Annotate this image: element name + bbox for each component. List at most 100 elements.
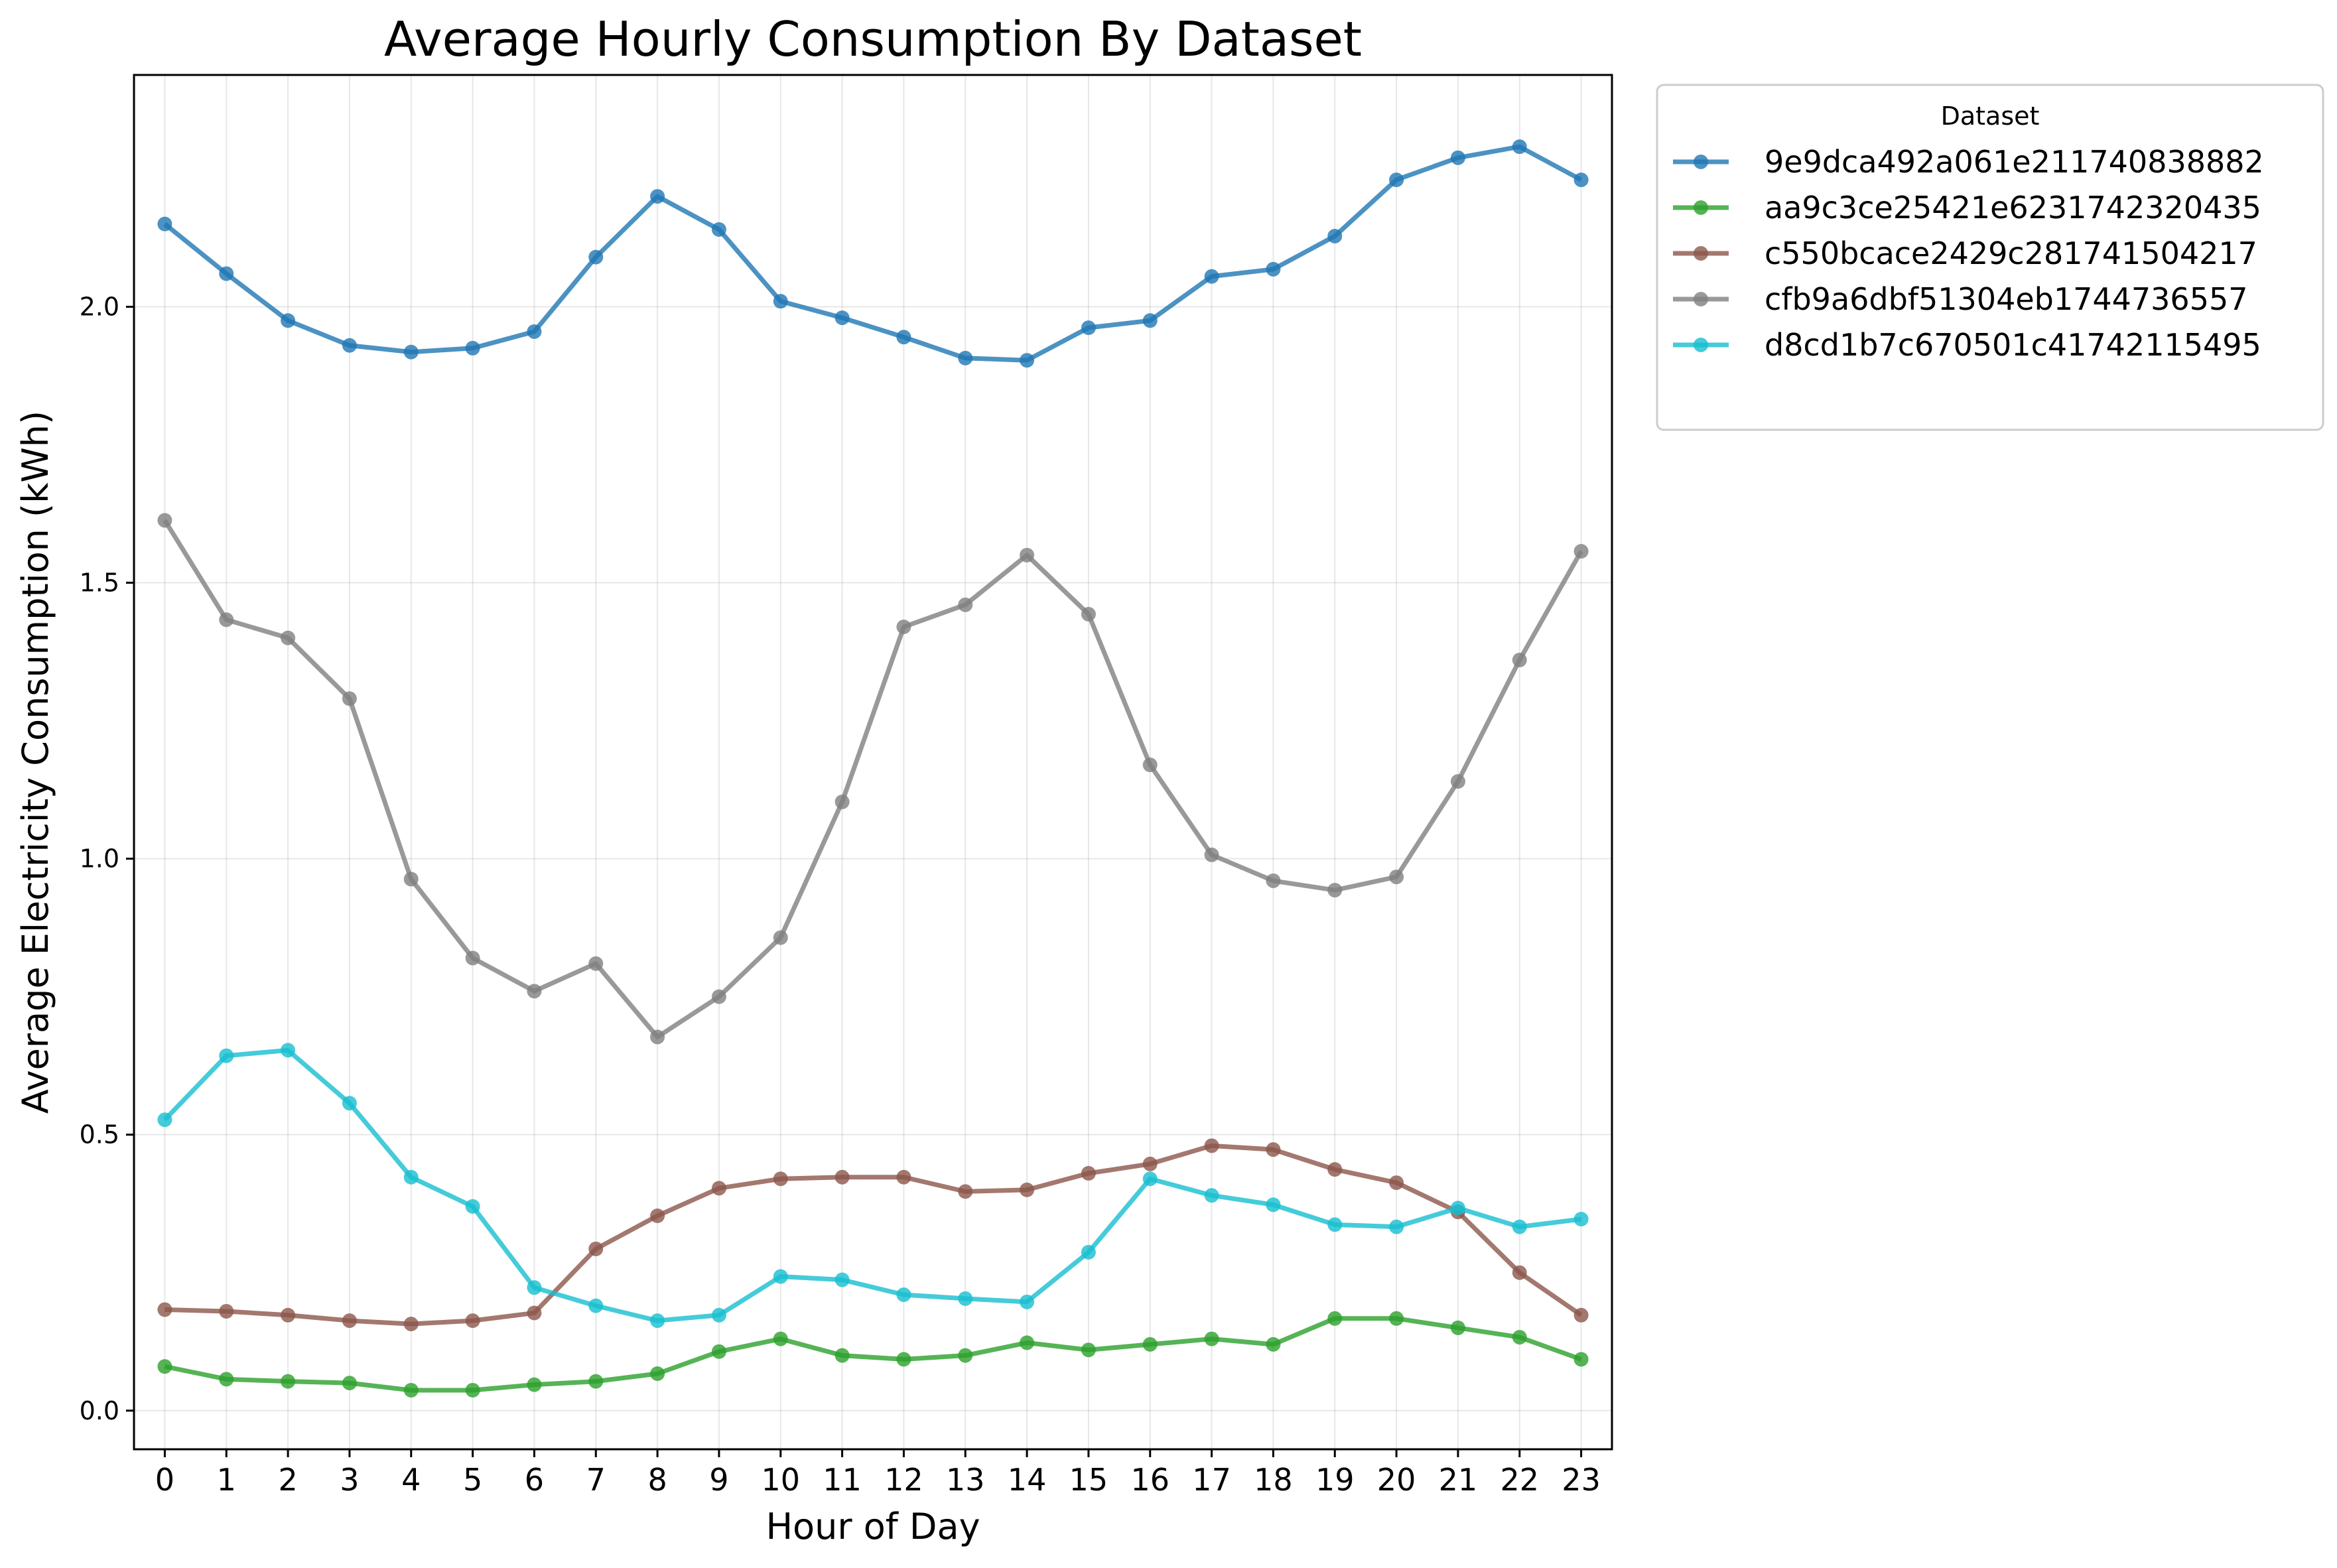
y-axis-label: Average Electricity Consumption (kWh) [15,411,56,1114]
x-tick-label: 9 [709,1462,728,1498]
x-tick-label: 22 [1500,1462,1539,1498]
data-point [711,989,726,1004]
data-point [711,1344,726,1359]
data-point [1450,1320,1465,1335]
data-point [588,1298,604,1313]
data-point [1450,150,1465,165]
data-point [1020,1182,1035,1197]
y-tick-label: 0.5 [80,1120,119,1149]
data-point [1389,1311,1404,1326]
data-point [650,1209,665,1224]
data-point [1512,1330,1527,1345]
data-point [527,984,542,999]
plot-area-frame [133,74,1613,1451]
data-point [1081,1244,1096,1260]
data-point [1020,547,1035,562]
data-point [773,930,788,945]
y-tick-label: 1.0 [80,844,119,874]
y-tick-label: 1.5 [80,568,119,598]
x-tick-label: 12 [884,1462,923,1498]
data-point [1512,1265,1527,1280]
data-point [403,1317,419,1332]
data-point [1327,1217,1343,1232]
series-2 [157,1138,1589,1332]
data-point [1142,313,1158,328]
data-point [1081,1342,1096,1358]
data-point [650,1366,665,1381]
legend-marker [1694,200,1708,215]
data-point [157,1302,172,1317]
data-point [958,597,973,612]
data-point [1573,544,1589,559]
data-point [650,1029,665,1045]
x-tick-label: 16 [1130,1462,1169,1498]
data-point [1512,139,1527,155]
data-point [1327,1311,1343,1326]
data-point [219,1048,234,1063]
data-point [1204,1331,1219,1346]
legend-entry: 9e9dca492a061e211740838882 [1673,144,2264,180]
data-point [896,1287,911,1303]
data-point [527,1305,542,1321]
data-point [1142,1337,1158,1352]
series-line [165,1143,1583,1327]
data-point [1266,1142,1281,1157]
x-tick-label: 4 [401,1462,421,1498]
data-point [588,1241,604,1256]
data-point [835,794,850,809]
x-tick-label: 20 [1377,1462,1416,1498]
legend-marker [1694,338,1708,352]
data-point [1327,1162,1343,1177]
x-tick-label: 11 [823,1462,862,1498]
x-tick-label: 10 [761,1462,800,1498]
x-tick-label: 19 [1315,1462,1355,1498]
data-point [1512,1219,1527,1234]
data-point [1389,1219,1404,1234]
legend-marker [1694,292,1708,306]
data-point [1450,774,1465,789]
data-point [1266,1337,1281,1352]
data-point [527,1377,542,1392]
data-point [403,1382,419,1398]
data-point [1020,1335,1035,1350]
legend-label: 9e9dca492a061e211740838882 [1765,144,2264,180]
data-point [1573,1352,1589,1367]
x-tick-label: 0 [155,1462,174,1498]
data-point [1512,653,1527,668]
data-point [1142,757,1158,773]
x-tick-label: 2 [278,1462,297,1498]
data-point [896,1352,911,1367]
data-point [1389,870,1404,885]
y-axis: 0.0 0.5 1.0 1.5 2.0 [80,292,134,1425]
data-point [773,294,788,309]
data-point [342,1096,357,1111]
series-4 [157,1043,1589,1329]
series-line [163,1047,1582,1323]
data-point [1204,1188,1219,1203]
data-point [835,1272,850,1287]
data-point [958,1348,973,1363]
data-point [342,1313,357,1329]
x-tick-label: 23 [1562,1462,1601,1498]
data-point [403,1169,419,1185]
series-3 [157,513,1589,1045]
data-point [588,1374,604,1389]
data-point [219,1372,234,1387]
legend: Dataset 9e9dca492a061e211740838882 aa9c3c… [1656,84,2324,431]
data-point [1081,1165,1096,1181]
data-point [1020,1294,1035,1309]
data-point [403,344,419,359]
data-point [219,266,234,281]
data-point [465,950,480,966]
data-point [1266,873,1281,888]
data-point [281,1043,296,1058]
data-point [835,310,850,326]
chart-title: Average Hourly Consumption By Dataset [384,11,1362,67]
data-point [465,340,480,356]
x-tick-label: 17 [1192,1462,1231,1498]
data-point [281,1307,296,1323]
x-tick-label: 6 [525,1462,544,1498]
x-tick-label: 3 [340,1462,359,1498]
data-point [342,1376,357,1391]
data-point [403,872,419,887]
